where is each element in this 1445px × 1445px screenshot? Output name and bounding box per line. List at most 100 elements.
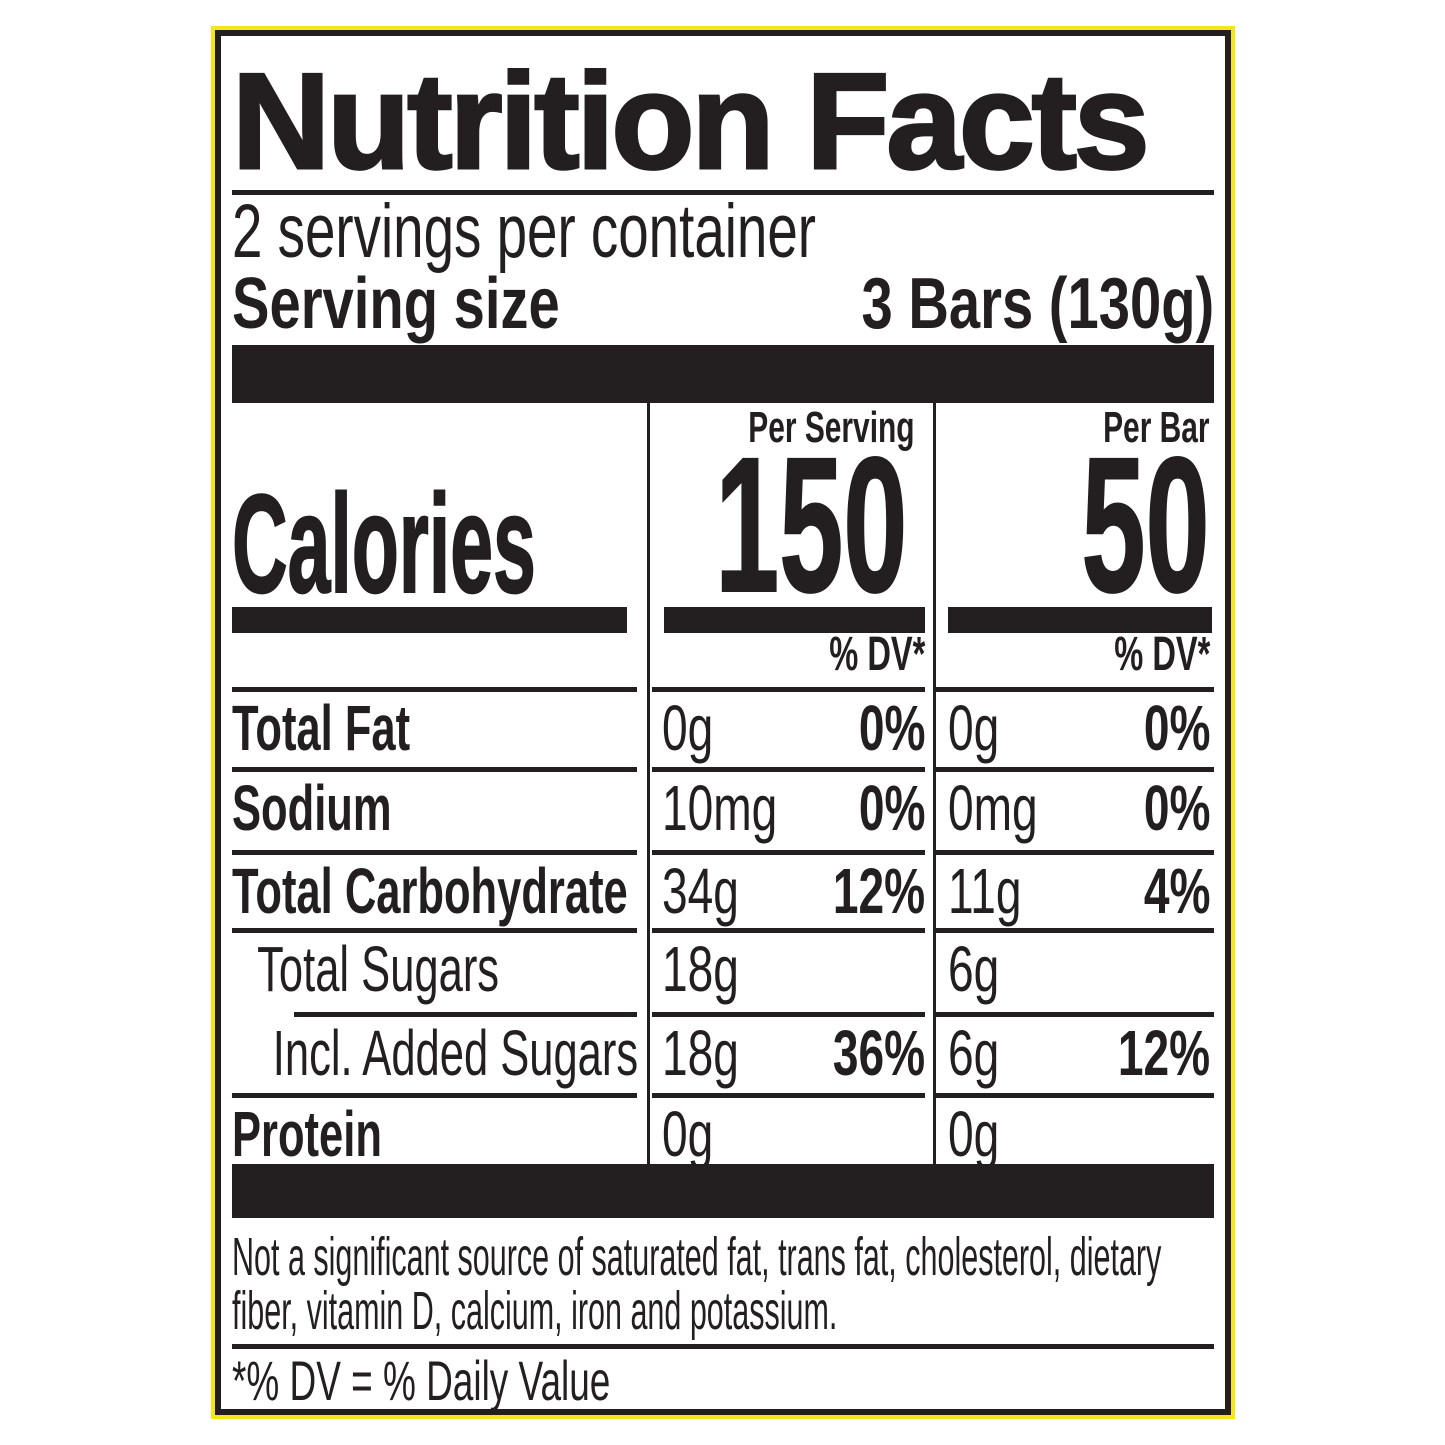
nutrient-label: Sodium — [232, 772, 392, 844]
nutrient-amount: 18g — [662, 933, 739, 1005]
nutrient-row-total-carbohydrate-serving-cell: 34g 12% — [647, 850, 933, 928]
nutrient-amount: 0mg — [948, 772, 1038, 844]
column-header-per-serving-cell: Per Serving — [647, 403, 933, 453]
dv-definition-line: *% DV = % Daily Value — [232, 1353, 1214, 1409]
nutrient-row-protein-bar-cell: 0g — [933, 1093, 1214, 1170]
nutrient-label: Total Fat — [232, 692, 411, 764]
nutrient-dv: 0% — [858, 772, 925, 844]
calories-underline-bar-serving — [647, 600, 933, 633]
dv-header-bar: % DV* — [1113, 628, 1210, 681]
nutrient-row-total-fat-serving-cell: 0g 0% — [647, 687, 933, 767]
separator-bar-bottom — [232, 1164, 1214, 1218]
nutrient-row-sodium-serving-cell: 10mg 0% — [647, 767, 933, 850]
servings-per-container-line: 2 servings per container — [232, 189, 1214, 274]
nutrient-dv: 0% — [858, 692, 925, 764]
nutrient-dv: 12% — [832, 855, 925, 927]
row-divider-rule — [652, 928, 925, 933]
nutrient-amount: 18g — [662, 1017, 739, 1089]
medium-bar — [948, 607, 1212, 633]
nutrient-amount: 34g — [662, 855, 739, 927]
nutrient-row-total-sugars-label-cell: Total Sugars — [232, 928, 647, 1012]
nutrient-row-total-carbohydrate-bar-cell: 11g 4% — [933, 850, 1214, 928]
nutrient-row-sodium-bar-cell: 0mg 0% — [933, 767, 1214, 850]
row-divider-rule — [232, 687, 637, 692]
nutrient-amount: 0g — [948, 1098, 1000, 1170]
facts-table: Per Serving Per Bar Calories 150 50 % DV… — [231, 403, 1214, 1170]
medium-bar — [232, 607, 627, 633]
calories-underline-bar-bar — [933, 600, 1214, 633]
calories-per-bar-cell: 50 — [933, 417, 1214, 632]
nutrient-row-protein-label-cell: Protein — [232, 1093, 647, 1170]
nutrient-amount: 10mg — [662, 772, 778, 844]
nutrient-row-total-sugars-serving-cell: 18g — [647, 928, 933, 1012]
nutrient-amount: 0g — [662, 692, 714, 764]
nutrient-amount: 6g — [948, 933, 1000, 1005]
row-divider-rule — [936, 767, 1214, 772]
row-divider-rule — [652, 687, 925, 692]
nutrient-dv: 12% — [1117, 1017, 1210, 1089]
nutrient-row-added-sugars-bar-cell: 6g 12% — [933, 1012, 1214, 1093]
dv-header-spacer-cell — [232, 633, 647, 687]
row-divider-rule — [232, 928, 637, 933]
title-divider-rule — [232, 190, 1214, 195]
nutrient-row-total-fat-bar-cell: 0g 0% — [933, 687, 1214, 767]
row-divider-rule-indented — [294, 1012, 637, 1017]
nutrient-dv: 0% — [1143, 692, 1210, 764]
serving-size-row: Serving size 3 Bars (130g) — [232, 264, 1214, 344]
calories-label: Calories — [231, 465, 536, 622]
nutrient-row-total-fat-label-cell: Total Fat — [232, 687, 647, 767]
column-header-per-serving: Per Serving — [748, 403, 915, 452]
separator-bar-top — [232, 345, 1214, 403]
nutrient-amount: 6g — [948, 1017, 1000, 1089]
nutrient-row-added-sugars-serving-cell: 18g 36% — [647, 1012, 933, 1093]
nutrient-label: Total Carbohydrate — [232, 855, 628, 927]
row-divider-rule — [232, 767, 637, 772]
nutrient-amount: 0g — [662, 1098, 714, 1170]
dv-header-bar-cell: % DV* — [933, 628, 1214, 687]
nutrient-amount: 0g — [948, 692, 1000, 764]
row-divider-rule — [936, 687, 1214, 692]
row-divider-rule — [936, 1012, 1214, 1017]
row-divider-rule — [936, 850, 1214, 855]
row-divider-rule — [652, 767, 925, 772]
nutrition-facts-label: Nutrition Facts 2 servings per container… — [211, 26, 1235, 1419]
calories-per-serving-value: 150 — [714, 417, 907, 632]
footnote-divider-rule — [232, 1344, 1214, 1349]
medium-bar — [664, 607, 925, 633]
nutrient-label: Total Sugars — [257, 933, 500, 1005]
footnote-block: Not a significant source of saturated fa… — [232, 1230, 1214, 1338]
nutrient-row-total-carbohydrate-label-cell: Total Carbohydrate — [232, 850, 647, 928]
calories-label-cell: Calories — [231, 453, 647, 622]
calories-underline-bar-left — [232, 600, 647, 633]
column-header-per-bar: Per Bar — [1103, 403, 1210, 452]
nutrient-row-total-sugars-bar-cell: 6g — [933, 928, 1214, 1012]
footnote-text: Not a significant source of saturated fa… — [232, 1227, 1162, 1341]
nutrient-amount: 11g — [948, 855, 1022, 927]
servings-per-container-text: 2 servings per container — [232, 189, 816, 274]
serving-size-value: 3 Bars (130g) — [861, 264, 1214, 344]
row-divider-rule — [232, 850, 637, 855]
serving-size-label: Serving size — [232, 264, 560, 344]
nutrient-dv: 0% — [1143, 772, 1210, 844]
column-header-per-bar-cell: Per Bar — [933, 403, 1214, 453]
row-divider-rule — [652, 1093, 925, 1098]
row-divider-rule — [652, 1012, 925, 1017]
nutrient-label: Protein — [232, 1098, 382, 1170]
dv-header-serving: % DV* — [828, 628, 925, 681]
row-divider-rule — [936, 1093, 1214, 1098]
row-divider-rule — [652, 850, 925, 855]
calories-per-serving-cell: 150 — [647, 417, 933, 632]
row-divider-rule — [232, 1093, 637, 1098]
label-title: Nutrition Facts — [231, 45, 1152, 197]
calories-per-bar-value: 50 — [1081, 417, 1210, 632]
nutrient-dv: 36% — [832, 1017, 925, 1089]
row-divider-rule — [936, 928, 1214, 933]
dv-header-serving-cell: % DV* — [647, 628, 933, 687]
nutrient-label: Incl. Added Sugars — [272, 1017, 639, 1089]
nutrient-row-protein-serving-cell: 0g — [647, 1093, 933, 1170]
header-spacer-cell — [232, 403, 647, 453]
nutrient-dv: 4% — [1143, 855, 1210, 927]
dv-definition-text: *% DV = % Daily Value — [232, 1349, 611, 1412]
nutrient-row-added-sugars-label-cell: Incl. Added Sugars — [232, 1012, 647, 1093]
nutrient-row-sodium-label-cell: Sodium — [232, 767, 647, 850]
